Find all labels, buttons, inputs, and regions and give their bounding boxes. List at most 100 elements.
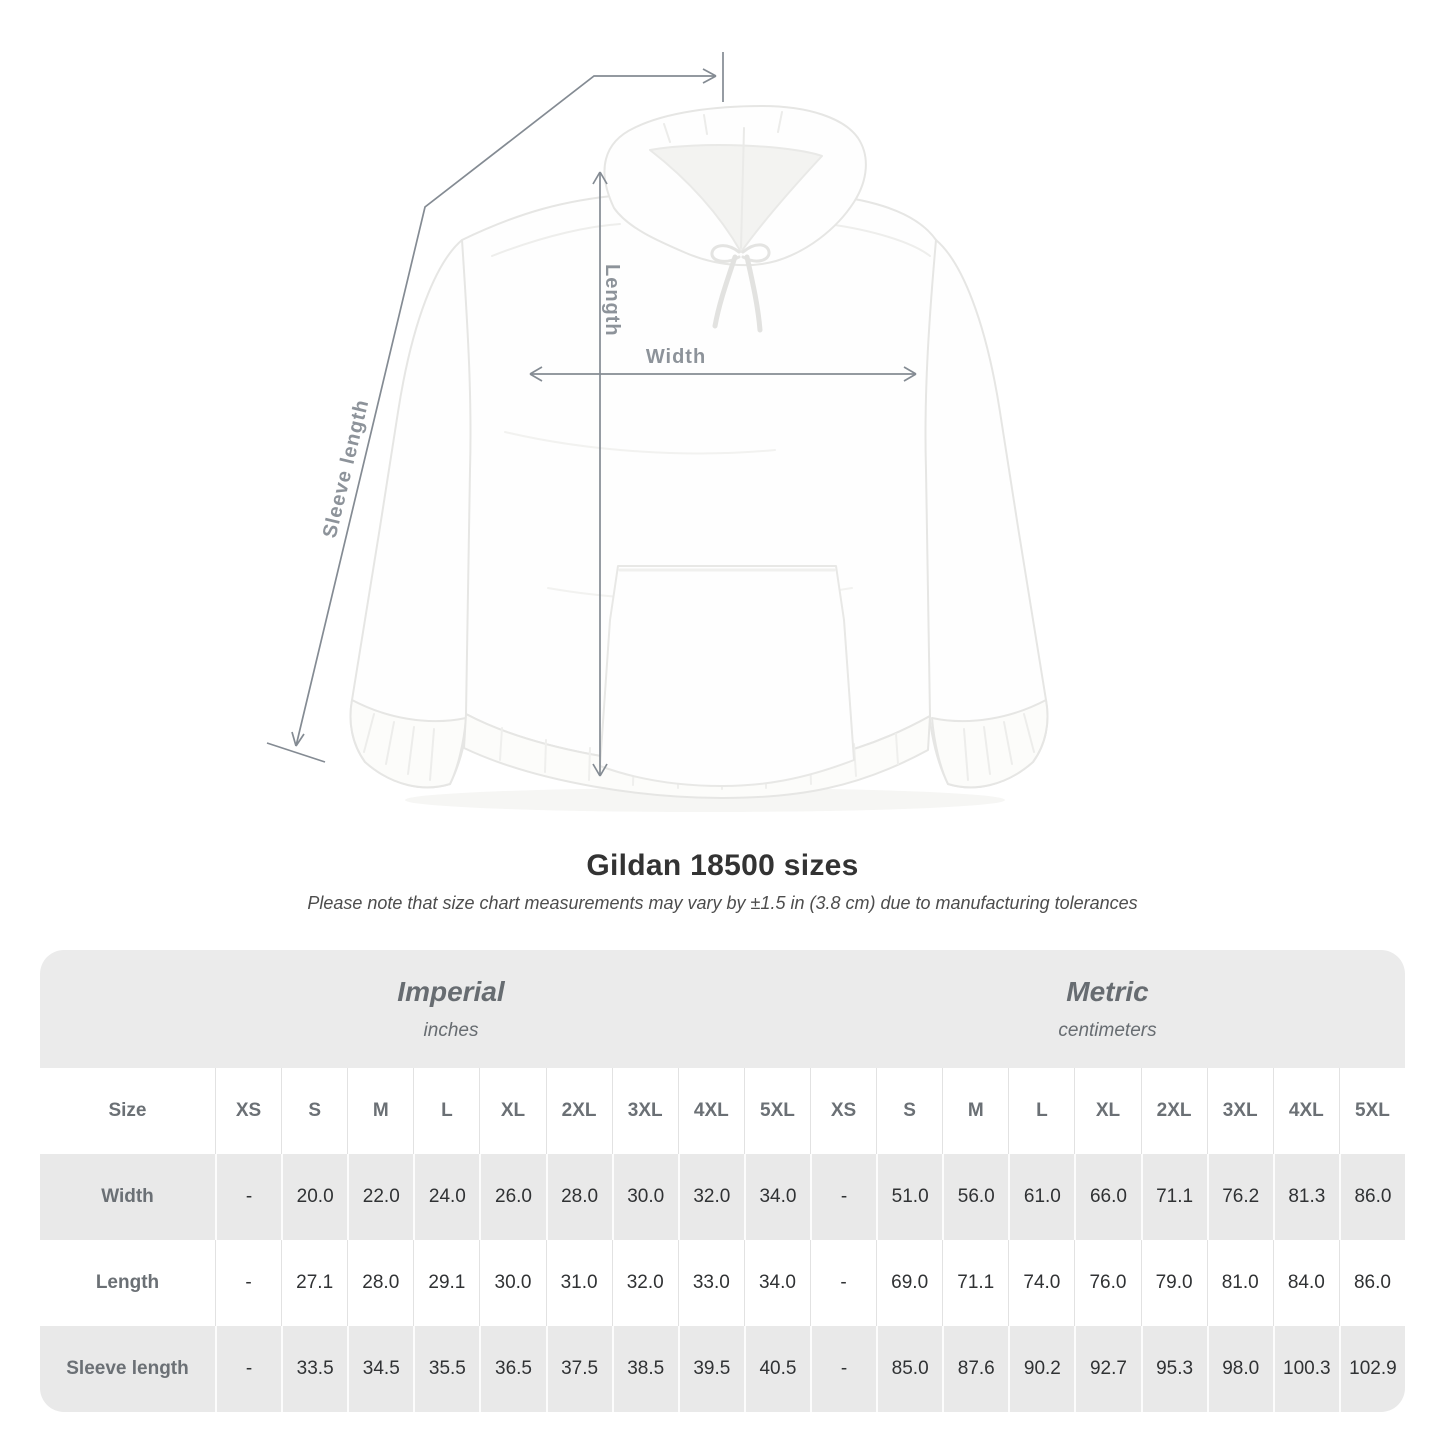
hoodie-right-sleeve (922, 239, 1049, 789)
ground-shadow (405, 788, 1005, 812)
size-col-header-metric-s: S (876, 1068, 943, 1154)
size-header-row: Size XS S M L XL 2XL 3XL 4XL 5XL XS S M L XL 2XL 3XL 4XL… (40, 1068, 1405, 1154)
measurement-cell: 87.6 (942, 1326, 1009, 1412)
size-col-header-metric-xs: XS (809, 1068, 877, 1154)
size-col-header-metric-m: M (942, 1068, 1009, 1154)
page-title: Gildan 18500 sizes (586, 849, 859, 882)
measurement-cell: 98.0 (1206, 1326, 1273, 1412)
row-label: Width (40, 1154, 215, 1240)
size-col-header-metric-2xl: 2XL (1140, 1068, 1207, 1154)
measurement-cell: 102.9 (1338, 1326, 1405, 1412)
measurement-cell: 30.0 (611, 1154, 678, 1240)
measurement-cell: 66.0 (1074, 1154, 1141, 1240)
size-col-header-imperial-m: M (347, 1068, 414, 1154)
size-col-header-imperial-5xl: 5XL (743, 1068, 810, 1154)
size-chart-table: Imperial inches Metric centimeters Size … (40, 950, 1405, 1412)
shoulder-seams (491, 223, 931, 257)
measurement-cell: 84.0 (1272, 1240, 1339, 1326)
hoodie-diagram-svg: Length Width Sleeve length (266, 52, 1049, 812)
measurement-row-width: Width -20.0 22.0 24.0 26.0 28.0 30.0 32.0 34.0-5… (40, 1154, 1405, 1240)
measurement-cell: 34.0 (743, 1240, 810, 1326)
hoodie-measurement-diagram: Length Width Sleeve length (266, 52, 1049, 812)
size-col-header-metric-xl: XL (1074, 1068, 1141, 1154)
measurement-cell: 76.0 (1074, 1240, 1141, 1326)
size-col-header-imperial-l: L (413, 1068, 480, 1154)
sleeve-length-label: Sleeve length (319, 397, 374, 540)
measurement-cell: 38.5 (611, 1326, 678, 1412)
measurement-cell: 20.0 (281, 1154, 348, 1240)
right-cuff-ribbing (963, 713, 1035, 781)
kangaroo-pocket (599, 565, 855, 787)
measurement-cell: 79.0 (1140, 1240, 1207, 1326)
measurement-cell: 32.0 (611, 1240, 678, 1326)
length-arrowheads (592, 171, 608, 777)
measurement-row-sleeve-length: Sleeve length -33.5 34.5 35.5 36.5 37.5 38.5 39… (40, 1326, 1405, 1412)
measurement-cell: - (215, 1326, 282, 1412)
left-cuff-ribbing (363, 713, 435, 781)
metric-label: Metric (1066, 976, 1149, 1007)
size-col-header-imperial-xs: XS (215, 1068, 282, 1154)
measurement-cell: 27.1 (281, 1240, 348, 1326)
hood-center-seam (740, 127, 745, 249)
measurement-cell: 28.0 (347, 1240, 414, 1326)
measurement-cell: 22.0 (347, 1154, 414, 1240)
measurement-cell: - (215, 1154, 282, 1240)
measurement-cell: 86.0 (1338, 1240, 1405, 1326)
imperial-sublabel: inches (423, 1020, 479, 1041)
measurement-cell: 33.5 (281, 1326, 348, 1412)
size-col-header-imperial-s: S (281, 1068, 348, 1154)
measurement-cell: - (809, 1326, 877, 1412)
size-col-header-metric-4xl: 4XL (1272, 1068, 1339, 1154)
size-col-header-imperial-2xl: 2XL (545, 1068, 612, 1154)
measurement-cell: 56.0 (942, 1154, 1009, 1240)
measurement-cell: 29.1 (413, 1240, 480, 1326)
hoodie-left-cuff (349, 699, 467, 789)
measurement-cell: 40.5 (743, 1326, 810, 1412)
measurement-cell: 71.1 (942, 1240, 1009, 1326)
measurement-cell: 81.0 (1206, 1240, 1273, 1326)
sleeve-arrowheads (291, 68, 717, 747)
drawstring-right (744, 254, 763, 333)
measurement-cell: - (809, 1154, 877, 1240)
measurement-cell: 76.2 (1206, 1154, 1273, 1240)
measurement-cell: - (809, 1240, 877, 1326)
size-col-header-imperial-xl: XL (479, 1068, 546, 1154)
hoodie-left-sleeve (349, 239, 476, 789)
size-chart-panel: Imperial inches Metric centimeters Size … (40, 950, 1405, 1412)
row-label: Sleeve length (40, 1326, 215, 1412)
measurement-cell: 28.0 (545, 1154, 612, 1240)
measurement-cell: 32.0 (677, 1154, 744, 1240)
drawstring-left (712, 254, 738, 329)
measurement-cell: 34.5 (347, 1326, 414, 1412)
measurement-cell: 61.0 (1008, 1154, 1075, 1240)
measurement-cell: 36.5 (479, 1326, 546, 1412)
measurement-cell: 71.1 (1140, 1154, 1207, 1240)
measurement-cell: 35.5 (413, 1326, 480, 1412)
size-col-header-metric-l: L (1008, 1068, 1075, 1154)
measurement-cell: 31.0 (545, 1240, 612, 1326)
measurement-cell: 85.0 (876, 1326, 943, 1412)
drawstring-bow (710, 243, 771, 263)
measurement-cell: 86.0 (1338, 1154, 1405, 1240)
size-col-header-metric-5xl: 5XL (1338, 1068, 1405, 1154)
measurement-cell: 81.3 (1272, 1154, 1339, 1240)
measurement-cell: 69.0 (876, 1240, 943, 1326)
length-label: Length (601, 264, 623, 337)
measurement-cell: 74.0 (1008, 1240, 1075, 1326)
hoodie-illustration (349, 105, 1049, 812)
measurement-overlay (266, 52, 917, 777)
sleeve-end-tick (266, 742, 326, 763)
measurement-cell: 34.0 (743, 1154, 810, 1240)
row-label: Length (40, 1240, 215, 1326)
measurement-cell: 39.5 (677, 1326, 744, 1412)
unit-banner-row: Imperial inches Metric centimeters (40, 950, 1405, 1068)
measurement-row-length: Length -27.1 28.0 29.1 30.0 31.0 32.0 33.0 34.0-… (40, 1240, 1405, 1326)
measurement-cell: 95.3 (1140, 1326, 1207, 1412)
hood-opening (649, 144, 823, 253)
imperial-unit-header: Imperial inches (40, 950, 810, 1068)
measurement-cell: 24.0 (413, 1154, 480, 1240)
measurement-cell: 37.5 (545, 1326, 612, 1412)
size-col-header-imperial-3xl: 3XL (611, 1068, 678, 1154)
measurement-cell: 33.0 (677, 1240, 744, 1326)
size-col-header-metric-3xl: 3XL (1206, 1068, 1273, 1154)
